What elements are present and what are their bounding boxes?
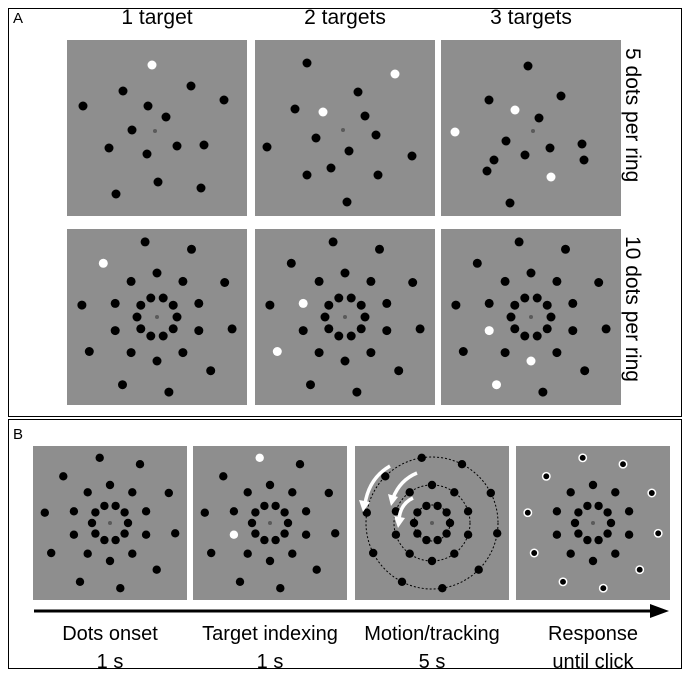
stimulus-phase-response	[516, 446, 670, 600]
stimulus-5dots-1target	[67, 40, 247, 216]
phase-duration: 1 s	[96, 651, 124, 673]
phase-caption-target-indexing: Target indexing 1 s	[180, 620, 360, 676]
phase-duration: 1 s	[256, 651, 284, 673]
stimulus-phase-target-indexing	[193, 446, 347, 600]
stimulus-phase-dots-onset	[33, 446, 187, 600]
phase-duration: 5 s	[418, 651, 446, 673]
stimulus-10dots-2targets	[255, 229, 435, 405]
row-header-5-dots: 5 dots per ring	[621, 48, 644, 183]
column-header-3-targets: 3 targets	[490, 6, 572, 29]
column-header-2-targets: 2 targets	[304, 6, 386, 29]
phase-caption-response: Response until click	[516, 620, 670, 676]
panel-b-letter: B	[13, 426, 24, 443]
phase-name: Dots onset	[62, 623, 158, 645]
phase-caption-motion-tracking: Motion/tracking 5 s	[346, 620, 518, 676]
panel-b	[8, 419, 682, 669]
phase-name: Motion/tracking	[364, 623, 500, 645]
phase-name: Response	[547, 623, 639, 645]
stimulus-10dots-1target	[67, 229, 247, 405]
phase-caption-dots-onset: Dots onset 1 s	[22, 620, 198, 676]
stimulus-5dots-3targets	[441, 40, 621, 216]
row-header-10-dots: 10 dots per ring	[621, 236, 644, 382]
panel-a-letter: A	[13, 10, 24, 27]
stimulus-phase-motion-tracking	[355, 446, 509, 600]
stimulus-5dots-2targets	[255, 40, 435, 216]
panel-a	[8, 8, 682, 417]
timeline-arrow	[34, 604, 669, 618]
column-header-1-target: 1 target	[121, 6, 193, 29]
stimulus-10dots-3targets	[441, 229, 621, 405]
phase-duration: until click	[552, 651, 634, 673]
phase-name: Target indexing	[202, 623, 338, 645]
